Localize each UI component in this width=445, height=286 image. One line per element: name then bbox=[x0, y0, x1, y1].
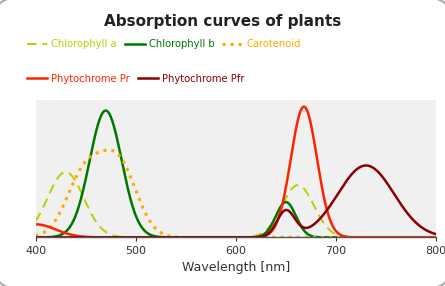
Legend: Chlorophyll a, Chlorophyll b, Carotenoid: Chlorophyll a, Chlorophyll b, Carotenoid bbox=[27, 39, 301, 49]
Legend: Phytochrome Pr, Phytochrome Pfr: Phytochrome Pr, Phytochrome Pfr bbox=[27, 74, 244, 84]
Text: Absorption curves of plants: Absorption curves of plants bbox=[104, 14, 341, 29]
X-axis label: Wavelength [nm]: Wavelength [nm] bbox=[182, 261, 290, 274]
